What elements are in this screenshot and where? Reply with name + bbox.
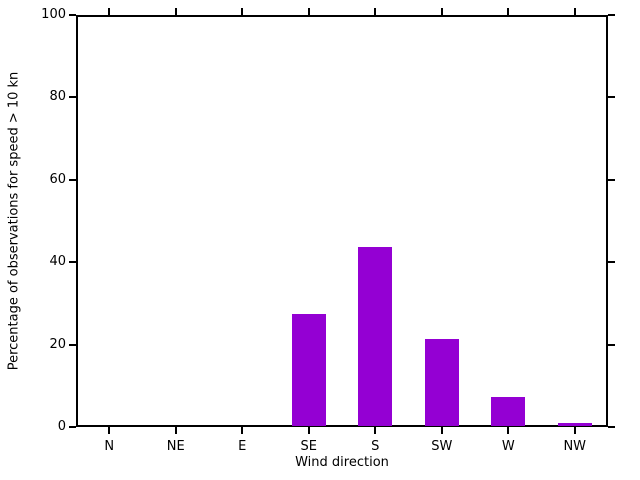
x-tick-bottom-NW bbox=[573, 427, 576, 434]
x-tick-label-NE: NE bbox=[166, 439, 185, 454]
y-tick-label-20: 20 bbox=[49, 336, 66, 352]
x-tick-top-SE bbox=[307, 8, 310, 15]
bar-NW bbox=[557, 422, 592, 426]
y-tick-label-80: 80 bbox=[49, 89, 66, 105]
x-tick-bottom-S bbox=[374, 427, 377, 434]
y-tick-left-100 bbox=[69, 14, 76, 16]
x-tick-top-S bbox=[374, 8, 377, 15]
x-tick-label-S: S bbox=[371, 439, 380, 454]
x-tick-top-NE bbox=[174, 8, 177, 15]
x-tick-bottom-NE bbox=[174, 427, 177, 434]
plot-area bbox=[76, 15, 608, 427]
y-tick-label-0: 0 bbox=[57, 419, 66, 434]
y-tick-right-100 bbox=[608, 14, 615, 16]
x-tick-bottom-SW bbox=[440, 427, 443, 434]
x-tick-top-SW bbox=[440, 8, 443, 15]
x-axis-label: Wind direction bbox=[295, 455, 389, 470]
x-tick-top-W bbox=[507, 8, 510, 15]
x-tick-top-E bbox=[241, 8, 244, 15]
bar-W bbox=[491, 397, 526, 426]
y-tick-right-40 bbox=[608, 261, 615, 264]
x-tick-label-W: W bbox=[501, 439, 515, 454]
y-tick-label-40: 40 bbox=[49, 254, 66, 270]
y-tick-right-80 bbox=[608, 96, 615, 99]
x-tick-top-NW bbox=[573, 8, 576, 15]
x-tick-bottom-N bbox=[108, 427, 111, 434]
y-tick-right-0 bbox=[608, 426, 615, 428]
x-tick-label-SW: SW bbox=[431, 439, 453, 454]
x-tick-label-E: E bbox=[238, 439, 247, 454]
x-tick-label-SE: SE bbox=[300, 439, 317, 454]
y-tick-left-80 bbox=[69, 96, 76, 99]
y-tick-label-60: 60 bbox=[49, 171, 66, 187]
y-tick-right-60 bbox=[608, 178, 615, 181]
bar-SW bbox=[424, 338, 459, 426]
x-tick-bottom-W bbox=[507, 427, 510, 434]
y-tick-left-20 bbox=[69, 343, 76, 346]
x-tick-bottom-SE bbox=[307, 427, 310, 434]
bar-SE bbox=[291, 314, 326, 426]
bar-S bbox=[358, 246, 393, 426]
y-axis-label: Percentage of observations for speed > 1… bbox=[6, 71, 22, 371]
y-tick-label-100: 100 bbox=[41, 7, 66, 22]
x-tick-bottom-E bbox=[241, 427, 244, 434]
y-tick-left-0 bbox=[69, 426, 76, 428]
x-tick-top-N bbox=[108, 8, 111, 15]
y-tick-right-20 bbox=[608, 343, 615, 346]
x-tick-label-N: N bbox=[104, 439, 115, 454]
x-tick-label-NW: NW bbox=[563, 439, 587, 454]
y-tick-left-40 bbox=[69, 261, 76, 264]
y-tick-left-60 bbox=[69, 178, 76, 181]
